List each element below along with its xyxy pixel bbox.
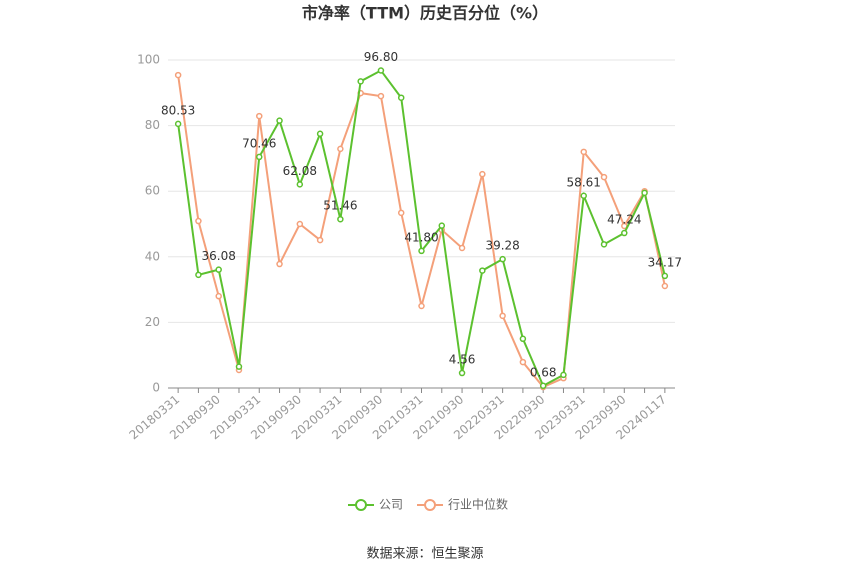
y-tick-label: 20	[145, 315, 160, 329]
data-label: 4.56	[449, 353, 476, 367]
data-label: 62.08	[283, 164, 317, 178]
data-point	[174, 71, 182, 79]
data-label: 47.24	[607, 213, 641, 227]
data-point	[661, 272, 669, 280]
data-point	[458, 244, 466, 252]
data-point	[215, 266, 222, 273]
data-point	[499, 255, 506, 263]
data-point	[418, 302, 425, 310]
data-point	[519, 335, 527, 343]
data-point	[296, 220, 304, 228]
y-tick-label: 80	[145, 118, 160, 132]
data-label: 51.46	[323, 199, 357, 213]
y-tick-label: 100	[137, 53, 160, 67]
data-label: 0.68	[530, 365, 557, 379]
data-point	[276, 260, 283, 268]
data-point	[397, 209, 405, 217]
data-point	[418, 247, 425, 255]
data-point	[397, 94, 405, 101]
data-point	[539, 382, 547, 390]
data-point	[316, 236, 324, 244]
data-point	[235, 363, 243, 370]
data-label: 41.80	[404, 230, 438, 244]
legend-label: 公司	[379, 498, 403, 512]
data-point	[256, 112, 263, 120]
data-point	[479, 267, 486, 274]
data-point	[256, 153, 263, 161]
y-tick-label: 0	[152, 381, 160, 395]
data-point	[337, 215, 344, 223]
data-point	[600, 241, 608, 248]
data-point	[296, 181, 304, 188]
legend-marker	[355, 499, 367, 511]
data-point	[174, 120, 182, 128]
data-point	[438, 222, 446, 229]
data-point	[195, 271, 202, 279]
data-point	[357, 78, 364, 85]
data-label: 58.61	[567, 175, 601, 189]
legend-marker	[424, 499, 437, 511]
data-label: 96.80	[364, 50, 398, 64]
data-point	[377, 92, 385, 100]
source-note: 数据来源：恒生聚源	[366, 547, 483, 562]
y-tick-label: 60	[145, 184, 160, 198]
data-label: 80.53	[161, 103, 195, 117]
data-point	[215, 292, 222, 300]
data-point	[479, 170, 486, 178]
data-point	[641, 189, 648, 197]
data-point	[580, 192, 587, 200]
data-point	[560, 371, 567, 379]
data-point	[458, 369, 466, 377]
data-label: 36.08	[202, 249, 236, 263]
data-label: 39.28	[485, 239, 519, 253]
chart-title: 市净率（TTM）历史百分位（%）	[302, 4, 548, 23]
data-point	[499, 312, 506, 320]
data-point	[580, 148, 587, 156]
data-point	[316, 130, 324, 138]
data-point	[519, 358, 527, 366]
y-tick-label: 40	[145, 249, 160, 263]
data-point	[377, 67, 385, 74]
data-label: 70.46	[242, 136, 276, 150]
legend-label: 行业中位数	[448, 497, 508, 512]
data-point	[661, 282, 669, 290]
data-point	[600, 173, 608, 181]
data-point	[195, 217, 202, 225]
data-point	[276, 117, 283, 124]
data-point	[621, 229, 628, 237]
data-point	[337, 145, 344, 153]
data-label: 34.17	[648, 255, 682, 269]
